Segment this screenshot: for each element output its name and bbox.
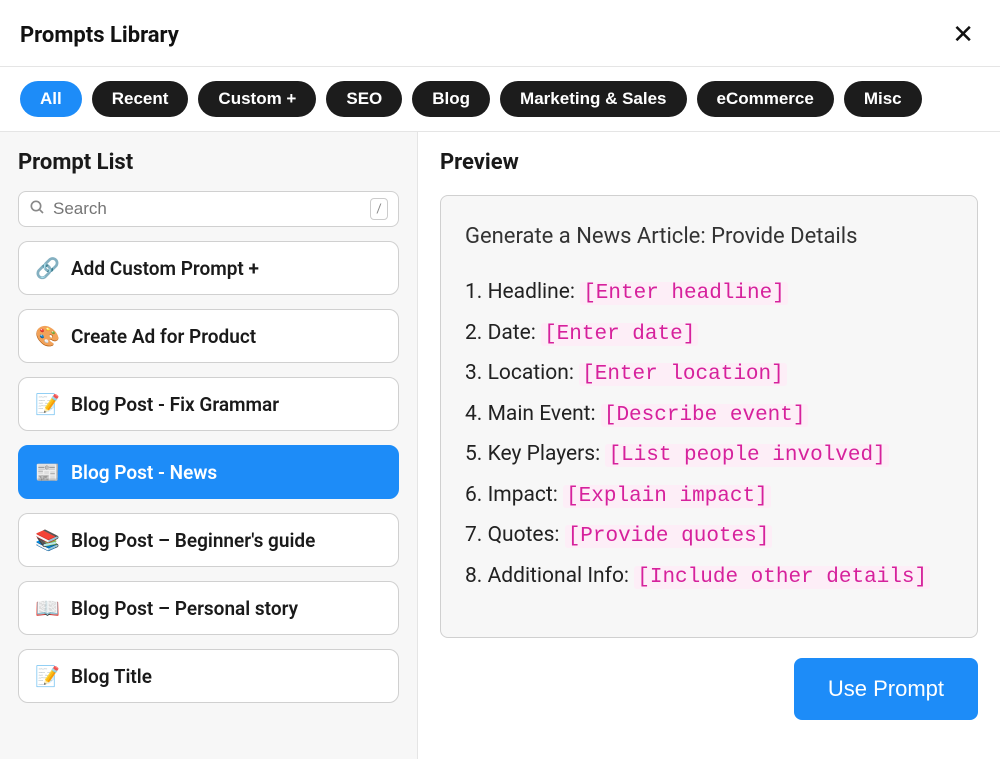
filter-pill-misc[interactable]: Misc (844, 81, 922, 117)
preview-line-placeholder: [List people involved] (605, 444, 888, 467)
use-prompt-button[interactable]: Use Prompt (794, 658, 978, 720)
shortcut-hint: / (370, 198, 388, 220)
filter-pill-recent[interactable]: Recent (92, 81, 189, 117)
prompt-item[interactable]: 📰 Blog Post - News (18, 445, 399, 499)
filter-pill-blog[interactable]: Blog (412, 81, 490, 117)
prompt-item-label: Add Custom Prompt + (71, 257, 259, 280)
prompt-item-icon: 🎨 (35, 324, 59, 348)
preview-box: Generate a News Article: Provide Details… (440, 195, 978, 638)
preview-line: 5. Key Players: [List people involved] (465, 439, 953, 472)
prompt-item[interactable]: 📝 Blog Post - Fix Grammar (18, 377, 399, 431)
preview-line-label: Location: (488, 361, 580, 385)
preview-line-number: 2. (465, 321, 488, 345)
prompt-item[interactable]: 🎨 Create Ad for Product (18, 309, 399, 363)
filter-pill-all[interactable]: All (20, 81, 82, 117)
preview-title: Generate a News Article: Provide Details (465, 224, 953, 249)
preview-line-label: Quotes: (488, 523, 565, 547)
prompt-item-icon: 📰 (35, 460, 59, 484)
search-input[interactable] (53, 199, 362, 219)
close-button[interactable]: ✕ (946, 18, 980, 52)
preview-line-label: Headline: (488, 280, 581, 304)
preview-line-placeholder: [Enter date] (541, 323, 698, 346)
search-field-wrap[interactable]: / (18, 191, 399, 227)
preview-line: 3. Location: [Enter location] (465, 358, 953, 391)
preview-line-label: Key Players: (488, 442, 606, 466)
filter-bar: All RecentCustom + SEO Blog Marketing & Sale… (0, 67, 1000, 131)
prompt-item-icon: 📝 (35, 392, 59, 416)
preview-line-number: 7. (465, 523, 488, 547)
preview-line-number: 1. (465, 280, 488, 304)
preview-line-label: Impact: (488, 483, 564, 507)
page-title: Prompts Library (20, 23, 179, 48)
preview-line: 8. Additional Info: [Include other detai… (465, 561, 953, 594)
prompt-list: 🔗 Add Custom Prompt + 🎨 Create Ad for Produ… (18, 241, 399, 703)
filter-pill-seo[interactable]: SEO (326, 81, 402, 117)
preview-line-placeholder: [Include other details] (634, 566, 930, 589)
preview-line-label: Additional Info: (488, 564, 635, 588)
filter-pill-marketing-sales[interactable]: Marketing & Sales (500, 81, 686, 117)
prompt-item-icon: 📝 (35, 664, 59, 688)
prompt-item-icon: 📖 (35, 596, 59, 620)
preview-line: 2. Date: [Enter date] (465, 318, 953, 351)
preview-line-placeholder: [Describe event] (601, 404, 809, 427)
prompt-item[interactable]: 📚 Blog Post – Beginner's guide (18, 513, 399, 567)
prompt-list-heading: Prompt List (18, 150, 399, 175)
preview-line: 1. Headline: [Enter headline] (465, 277, 953, 310)
prompt-item-label: Blog Post – Beginner's guide (71, 529, 315, 552)
preview-line-number: 4. (465, 402, 488, 426)
prompt-item-label: Blog Post - Fix Grammar (71, 393, 279, 416)
preview-line-label: Date: (488, 321, 542, 345)
preview-line-placeholder: [Enter location] (579, 363, 787, 386)
prompt-item-label: Blog Post – Personal story (71, 597, 298, 620)
preview-line-placeholder: [Explain impact] (563, 485, 771, 508)
preview-line: 4. Main Event: [Describe event] (465, 399, 953, 432)
prompt-item[interactable]: 🔗 Add Custom Prompt + (18, 241, 399, 295)
filter-pill-custom-[interactable]: Custom + (198, 81, 316, 117)
preview-line-number: 5. (465, 442, 488, 466)
preview-field-list: 1. Headline: [Enter headline] 2. Date: [E… (465, 277, 953, 593)
search-icon (29, 199, 45, 219)
preview-line-placeholder: [Enter headline] (580, 282, 788, 305)
preview-line: 7. Quotes: [Provide quotes] (465, 520, 953, 553)
filter-pill-ecommerce[interactable]: eCommerce (697, 81, 834, 117)
preview-heading: Preview (440, 150, 978, 175)
preview-line-number: 8. (465, 564, 488, 588)
prompt-item[interactable]: 📝 Blog Title (18, 649, 399, 703)
close-icon: ✕ (952, 20, 974, 50)
prompt-item[interactable]: 📖 Blog Post – Personal story (18, 581, 399, 635)
prompt-item-icon: 🔗 (35, 256, 59, 280)
prompt-item-label: Create Ad for Product (71, 325, 256, 348)
preview-line-number: 3. (465, 361, 488, 385)
preview-line-label: Main Event: (488, 402, 601, 426)
preview-line-placeholder: [Provide quotes] (565, 525, 773, 548)
prompt-item-label: Blog Title (71, 665, 152, 688)
preview-line: 6. Impact: [Explain impact] (465, 480, 953, 513)
preview-line-number: 6. (465, 483, 488, 507)
prompt-item-label: Blog Post - News (71, 461, 217, 484)
prompt-item-icon: 📚 (35, 528, 59, 552)
